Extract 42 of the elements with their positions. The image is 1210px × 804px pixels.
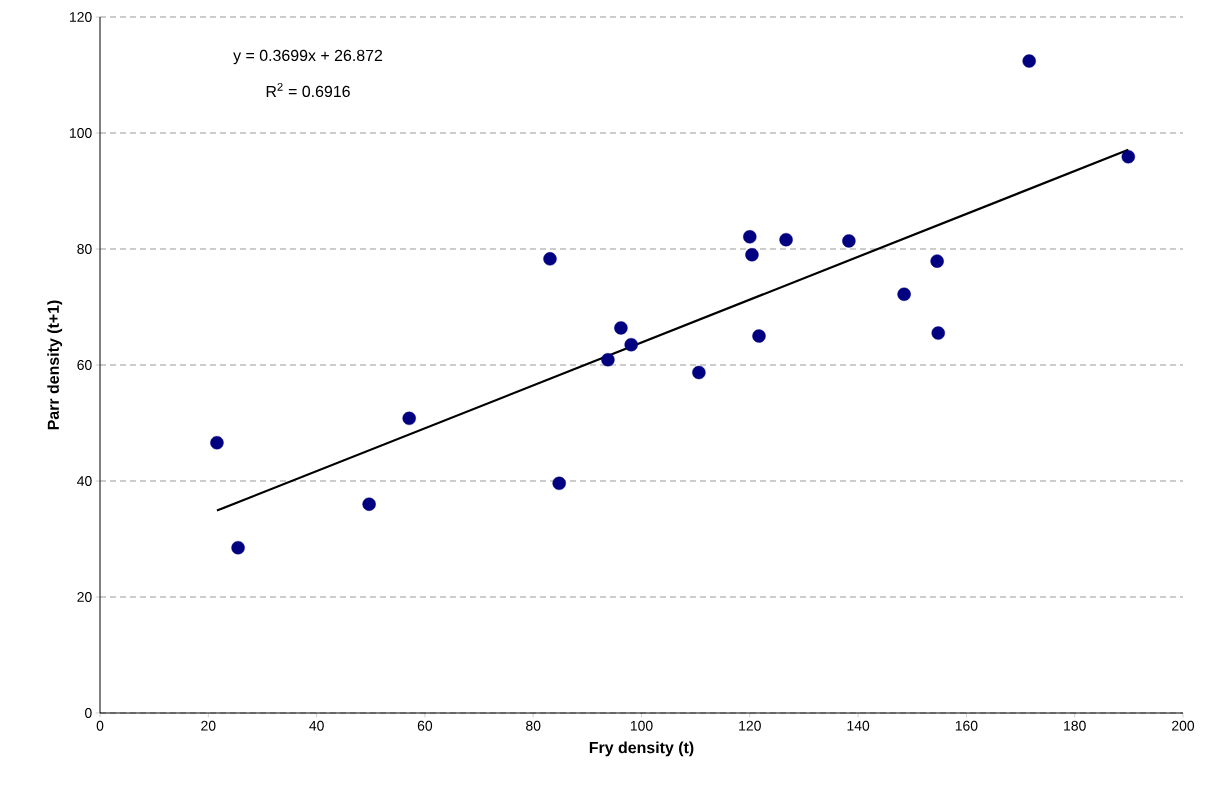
x-tick-label: 140	[847, 720, 870, 731]
point	[743, 230, 757, 244]
point	[210, 436, 224, 450]
y-tick-label: 40	[77, 476, 92, 486]
y-tick-label: 0	[85, 708, 92, 718]
x-tick-label: 160	[955, 720, 978, 731]
x-axis-title: Fry density (t)	[589, 741, 694, 757]
point	[402, 411, 416, 426]
annotation: y = 0.3699x + 26.872	[233, 49, 383, 65]
x-tick-label: 180	[1064, 720, 1086, 731]
point	[931, 326, 945, 340]
point	[779, 233, 793, 247]
point	[624, 338, 638, 352]
point	[897, 287, 911, 301]
point	[231, 541, 245, 555]
point	[842, 234, 856, 248]
point	[543, 252, 557, 266]
x-tick-label: 0	[96, 720, 104, 731]
point	[745, 248, 759, 262]
x-tick-label: 120	[739, 720, 761, 731]
x-tick-label: 20	[201, 720, 216, 731]
y-tick-label: 60	[77, 360, 92, 370]
point	[692, 365, 706, 380]
y-tick-label: 80	[77, 244, 92, 254]
point	[1022, 54, 1036, 68]
point	[614, 321, 628, 335]
y-tick-label: 100	[70, 128, 92, 138]
x-tick-label: 200	[1172, 720, 1195, 731]
point	[601, 353, 615, 367]
point	[752, 329, 766, 343]
annotation: R$^{2}$ = 0.6916	[266, 82, 350, 98]
y-axis-title: Parr density (t+1)	[47, 300, 63, 430]
point	[1121, 150, 1135, 164]
y-tick-label: 120	[70, 12, 92, 22]
x-tick-label: 40	[309, 720, 324, 731]
point	[552, 476, 566, 491]
x-tick-label: 100	[630, 720, 653, 731]
x-tick-label: 80	[526, 720, 541, 731]
y-tick-label: 20	[77, 592, 92, 602]
point	[930, 254, 944, 268]
x-tick-label: 60	[417, 720, 433, 731]
point	[362, 497, 376, 511]
